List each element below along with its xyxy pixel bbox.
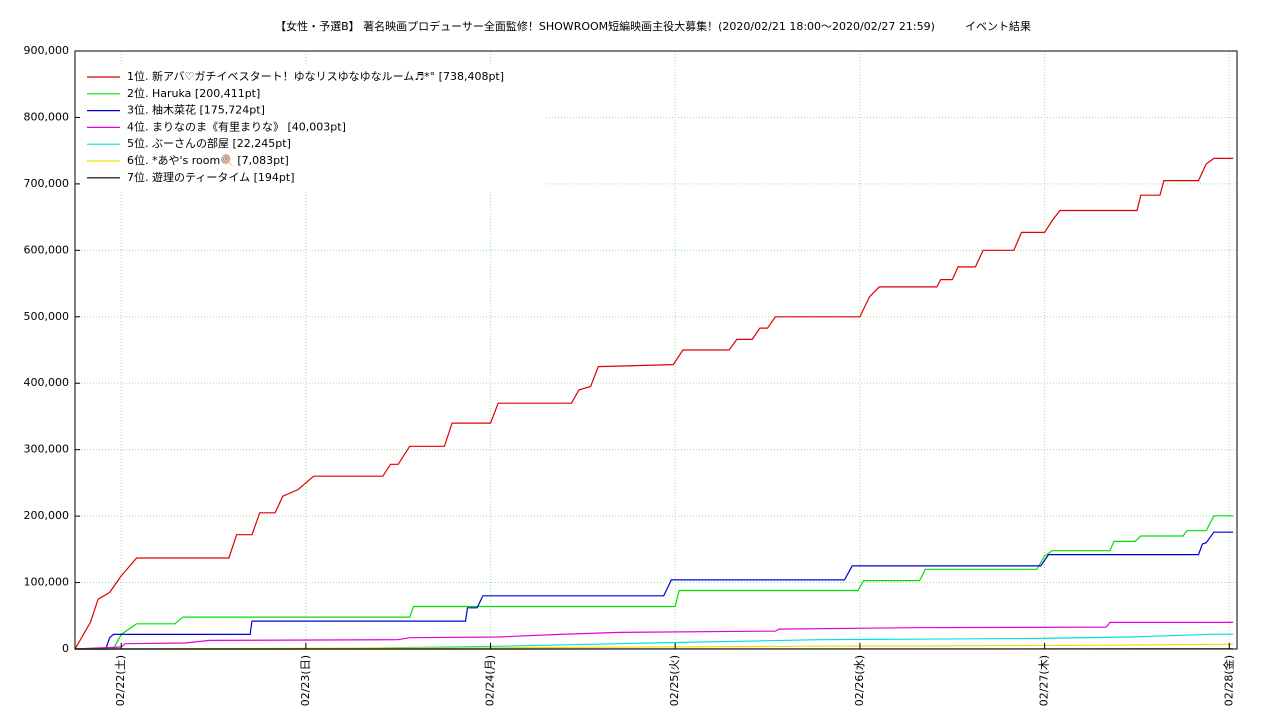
y-tick-label: 100,000 — [24, 576, 70, 589]
legend-label: 4位. まりなのま《有里まりな》 [40,003pt] — [127, 119, 346, 133]
y-tick-label: 800,000 — [24, 110, 70, 123]
x-tick-label: 02/26(水) — [853, 655, 866, 706]
legend-label: 7位. 遊理のティータイム [194pt] — [127, 170, 294, 184]
x-tick-label: 02/28(金) — [1221, 655, 1235, 706]
x-tick-label: 02/27(木) — [1038, 655, 1051, 706]
x-tick-label: 02/25(火) — [668, 655, 681, 706]
x-tick-label: 02/24(月) — [484, 655, 497, 706]
y-tick-label: 600,000 — [24, 243, 70, 256]
y-tick-label: 400,000 — [24, 376, 70, 389]
y-tick-label: 200,000 — [24, 509, 70, 522]
y-tick-label: 900,000 — [24, 44, 70, 57]
y-tick-label: 500,000 — [24, 310, 70, 323]
x-tick-label: 02/23(日) — [299, 655, 312, 706]
chart-title: 【女性・予選B】 著名映画プロデューサー全面監修！SHOWROOM短編映画主役大… — [275, 19, 935, 33]
y-tick-label: 0 — [62, 642, 69, 655]
y-tick-label: 700,000 — [24, 177, 70, 190]
legend-label: 6位. *あや's room🍭 [7,083pt] — [127, 153, 289, 167]
legend-label: 2位. Haruka [200,411pt] — [127, 86, 260, 100]
chart-subtitle: イベント結果 — [965, 19, 1031, 33]
legend-label: 3位. 柚木菜花 [175,724pt] — [127, 103, 265, 117]
legend-label: 1位. 新アバ♡ガチイベスタート！ゆなリスゆなゆなルーム♬*° [738,408… — [127, 69, 504, 83]
x-tick-label: 02/22(土) — [114, 655, 127, 706]
legend-label: 5位. ぶーさんの部屋 [22,245pt] — [127, 136, 291, 150]
y-tick-label: 300,000 — [24, 443, 70, 456]
